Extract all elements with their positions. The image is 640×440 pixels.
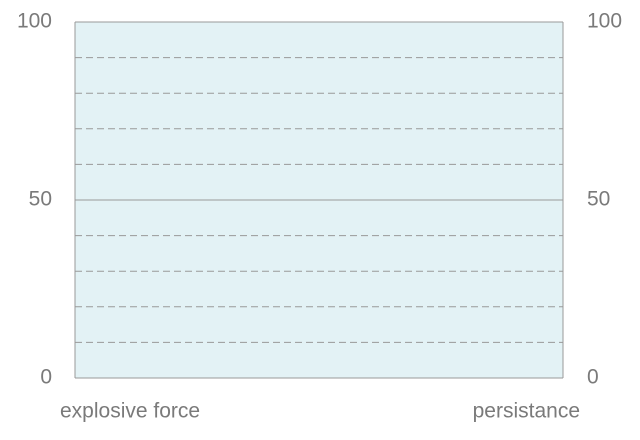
y-tick-label: 100 — [17, 10, 52, 33]
x-tick-label: explosive force — [60, 400, 200, 423]
y2-tick-label: 100 — [587, 10, 622, 33]
x-tick-label: persistance — [473, 400, 580, 423]
y2-tick-label: 50 — [587, 188, 610, 211]
y2-tick-label: 0 — [587, 366, 599, 389]
y-tick-label: 0 — [40, 366, 52, 389]
y-tick-label: 50 — [29, 188, 52, 211]
